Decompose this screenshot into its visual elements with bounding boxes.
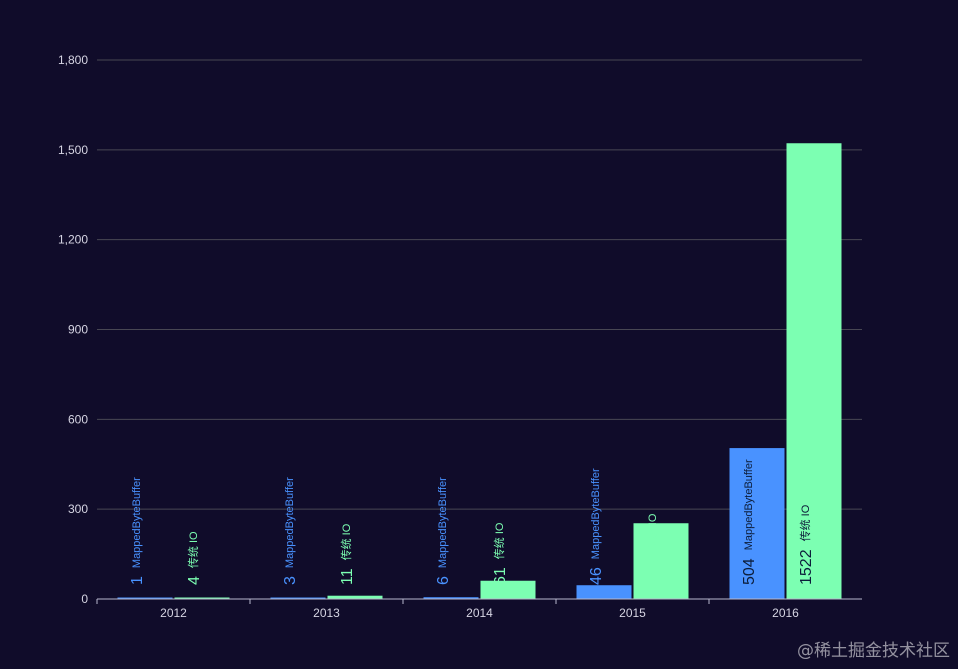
data-label-series: 传统 IO [646,513,659,550]
data-label: 504 MappedByteBuffer [741,459,758,585]
bar-traditional-io[interactable] [327,595,383,599]
data-label-value: 3 [282,576,299,585]
data-label: 4 传统 IO [186,531,203,585]
data-label-value: 1522 [798,549,815,585]
data-label: 11 传统 IO [339,523,356,585]
bar-traditional-io[interactable] [786,143,842,600]
bars [117,143,842,600]
data-label-value: 4 [186,576,203,585]
x-tick-label: 2015 [619,606,646,620]
data-label-value: 504 [741,558,758,585]
data-label-text: 1 MappedByteBuffer [129,477,146,585]
y-axis-ticks: 0 300 600 900 1,200 1,500 1,800 [58,53,88,606]
data-label-text: 253 传统 IO [645,513,662,585]
y-tick-label: 1,800 [58,53,88,67]
data-label-text: 1522 传统 IO [798,504,815,585]
y-tick-label: 900 [68,323,88,337]
data-label-series: 传统 IO [493,522,506,559]
data-label-text: 11 传统 IO [339,523,356,585]
data-label-series: MappedByteBuffer [437,477,449,568]
data-label-value: 6 [435,576,452,585]
y-tick-label: 600 [68,412,88,426]
data-label-value: 253 [645,558,662,585]
data-label: 6 MappedByteBuffer [435,477,452,585]
data-label-text: 4 传统 IO [186,531,203,585]
bar-mappedbytebuffer[interactable] [117,597,173,600]
data-label: 1 MappedByteBuffer [129,477,146,585]
watermark: @稀土掘金技术社区 [797,641,950,661]
data-label-series: 传统 IO [799,504,812,541]
bar-traditional-io[interactable] [174,597,230,600]
data-label: 3 MappedByteBuffer [282,477,299,585]
x-tick-label: 2014 [466,606,493,620]
data-label-text: 6 MappedByteBuffer [435,477,452,585]
x-tick-label: 2016 [772,606,799,620]
bar-mappedbytebuffer[interactable] [423,597,479,599]
y-tick-label: 1,200 [58,233,88,247]
bar-mappedbytebuffer[interactable] [270,597,326,600]
data-label: 61 传统 IO [492,522,509,585]
data-label-text: 61 传统 IO [492,522,509,585]
y-tick-label: 300 [68,502,88,516]
data-label-value: 11 [339,568,356,585]
data-label-text: 504 MappedByteBuffer [741,459,758,585]
data-label-text: 46 MappedByteBuffer [588,468,605,585]
bar-traditional-io[interactable] [633,523,689,599]
data-label-series: MappedByteBuffer [284,477,296,568]
data-label-series: 传统 IO [340,523,353,560]
data-label-series: MappedByteBuffer [131,477,143,568]
data-label-series: MappedByteBuffer [590,468,602,559]
data-label-series: MappedByteBuffer [743,459,755,550]
x-axis-ticks: 2012 2013 2014 2015 2016 [160,606,799,620]
x-tick-label: 2013 [313,606,340,620]
y-tick-label: 1,500 [58,143,88,157]
y-tick-label: 0 [81,592,88,606]
data-label-value: 46 [588,567,605,585]
data-label-series: 传统 IO [187,531,200,568]
x-axis [96,598,862,604]
data-label-text: 3 MappedByteBuffer [282,477,299,585]
data-labels: 1 MappedByteBuffer 4 传统 IO 3 MappedByteBuffer… [129,459,815,585]
data-label: 1522 传统 IO [798,504,815,585]
bar-mappedbytebuffer[interactable] [729,448,785,599]
bar-traditional-io[interactable] [480,580,536,599]
x-tick-label: 2012 [160,606,187,620]
data-label-value: 61 [492,567,509,585]
data-label: 46 MappedByteBuffer [588,468,605,585]
data-label: 253 传统 IO [645,513,662,585]
grid-lines [97,59,862,510]
data-label-value: 1 [129,576,146,585]
bar-mappedbytebuffer[interactable] [576,585,632,599]
